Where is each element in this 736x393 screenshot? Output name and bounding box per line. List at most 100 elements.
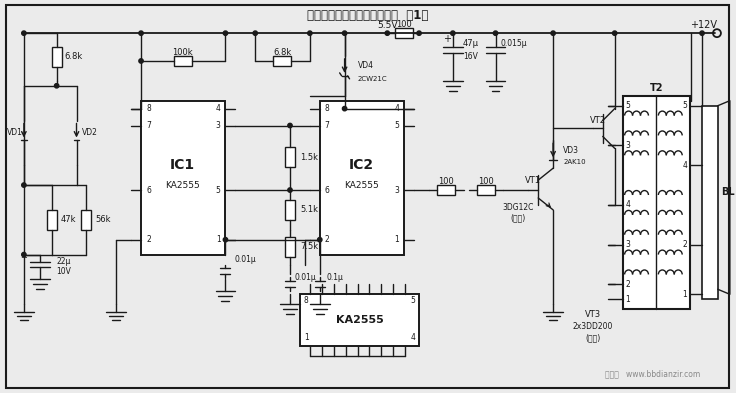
Text: 1: 1 [394, 235, 399, 244]
Text: 3: 3 [216, 121, 221, 130]
Text: VD4: VD4 [358, 61, 373, 70]
Text: 1: 1 [216, 235, 221, 244]
Text: 100k: 100k [172, 48, 193, 57]
Bar [702, 106, 718, 299]
Circle shape [21, 252, 26, 257]
Circle shape [288, 123, 292, 128]
Text: 4: 4 [394, 104, 399, 113]
Text: 8: 8 [304, 296, 308, 305]
Text: +12V: +12V [690, 20, 717, 30]
Text: IC1: IC1 [170, 158, 195, 172]
Text: VT3: VT3 [585, 310, 601, 319]
Circle shape [223, 31, 227, 35]
Text: 0.01μ: 0.01μ [294, 273, 316, 282]
Text: 100: 100 [438, 176, 454, 185]
Circle shape [700, 31, 704, 35]
Text: 7: 7 [325, 121, 330, 130]
Circle shape [223, 237, 227, 242]
Text: 100: 100 [396, 20, 412, 29]
Text: 6.8k: 6.8k [65, 53, 83, 61]
Text: 8: 8 [325, 104, 330, 113]
Text: 2CW21C: 2CW21C [358, 76, 387, 82]
Text: 技充网   www.bbdianzir.com: 技充网 www.bbdianzir.com [605, 369, 700, 378]
Circle shape [342, 31, 347, 35]
Bar [477, 185, 495, 195]
Circle shape [139, 31, 144, 35]
Text: +: + [21, 253, 27, 262]
Text: KA2555: KA2555 [336, 315, 383, 325]
Circle shape [21, 31, 26, 35]
Text: 7.5k: 7.5k [300, 242, 318, 251]
Text: VD1: VD1 [7, 128, 23, 137]
Bar [52, 47, 62, 67]
Text: 56k: 56k [96, 215, 111, 224]
Bar [174, 56, 191, 66]
Text: 5: 5 [626, 101, 631, 110]
Text: KA2555: KA2555 [166, 180, 200, 189]
Text: 4: 4 [216, 104, 221, 113]
Text: 1: 1 [626, 295, 630, 304]
Text: 6.8k: 6.8k [273, 48, 291, 57]
Text: 0.015μ: 0.015μ [500, 39, 527, 48]
Text: 16V: 16V [463, 51, 478, 61]
Text: 3: 3 [394, 185, 399, 195]
Text: 2: 2 [325, 235, 330, 244]
Text: 5: 5 [682, 101, 687, 110]
Text: 4: 4 [626, 200, 631, 209]
Text: 2: 2 [146, 235, 151, 244]
Text: 47μ: 47μ [463, 39, 478, 48]
Text: IC2: IC2 [349, 158, 374, 172]
Text: 3: 3 [626, 141, 631, 150]
Bar [141, 101, 225, 255]
Bar [273, 56, 291, 66]
Text: 4: 4 [682, 161, 687, 170]
Text: 10V: 10V [57, 267, 71, 276]
Text: 47k: 47k [60, 215, 76, 224]
Circle shape [551, 31, 555, 35]
Text: 100: 100 [478, 176, 493, 185]
Circle shape [612, 31, 617, 35]
Text: 6: 6 [325, 185, 330, 195]
Bar [285, 147, 295, 167]
Text: 5.5V: 5.5V [377, 21, 397, 30]
Circle shape [450, 31, 455, 35]
Text: 4: 4 [410, 334, 415, 342]
Text: +: + [443, 34, 451, 44]
Bar [46, 210, 57, 230]
Text: KA2555: KA2555 [344, 180, 379, 189]
Text: 5.1k: 5.1k [300, 206, 318, 215]
Text: 太阳牌汽车电子报警器电路图  第1张: 太阳牌汽车电子报警器电路图 第1张 [307, 9, 428, 22]
Text: 1: 1 [682, 290, 687, 299]
Circle shape [417, 31, 421, 35]
Circle shape [318, 237, 322, 242]
Text: 2x3DD200: 2x3DD200 [573, 321, 613, 331]
Circle shape [493, 31, 498, 35]
Bar [300, 294, 419, 346]
Text: 22μ: 22μ [57, 257, 71, 266]
Circle shape [385, 31, 389, 35]
Text: 7: 7 [146, 121, 151, 130]
Text: 2AK10: 2AK10 [563, 159, 586, 165]
Circle shape [139, 59, 144, 63]
Text: VD2: VD2 [82, 128, 97, 137]
Text: 3: 3 [626, 240, 631, 249]
Text: 6: 6 [146, 185, 151, 195]
Text: 1: 1 [304, 334, 308, 342]
Text: VT1: VT1 [526, 176, 541, 185]
Text: VT2: VT2 [590, 116, 606, 125]
Text: T2: T2 [650, 83, 663, 93]
Text: 3DG12C: 3DG12C [503, 204, 534, 213]
Bar [285, 200, 295, 220]
Text: 5: 5 [394, 121, 399, 130]
Text: 0.1μ: 0.1μ [326, 273, 343, 282]
Text: 0.01μ: 0.01μ [235, 255, 256, 264]
Text: 1.5k: 1.5k [300, 153, 318, 162]
Circle shape [308, 31, 312, 35]
Text: 2: 2 [626, 280, 630, 289]
Text: VD3: VD3 [563, 146, 579, 155]
Bar [82, 210, 91, 230]
Text: 5: 5 [410, 296, 415, 305]
Circle shape [342, 107, 347, 111]
Text: 8: 8 [146, 104, 151, 113]
Circle shape [288, 188, 292, 192]
